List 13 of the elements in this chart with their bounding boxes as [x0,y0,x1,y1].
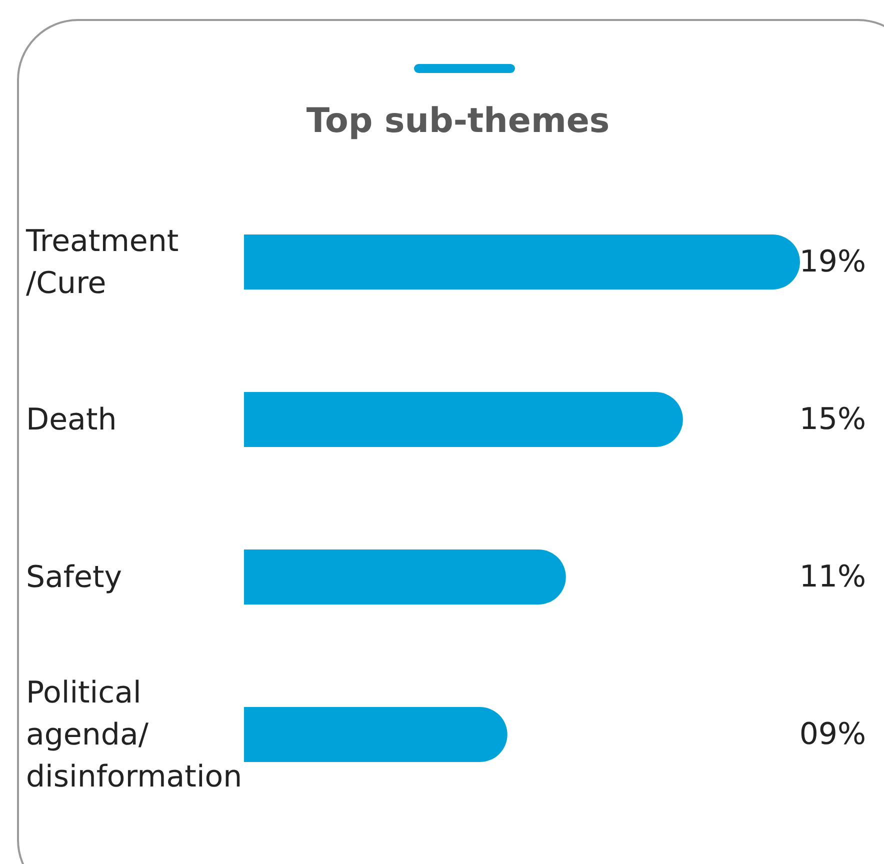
bar [244,707,508,762]
y-tick-label: Death [26,402,117,437]
data-label: 09% [799,717,866,752]
data-label: 15% [799,402,866,437]
y-tick-label: Treatment /Cure [25,224,179,300]
data-label: 11% [799,560,866,594]
y-tick-label: Safety [26,560,122,594]
data-label: 19% [799,244,866,280]
bar [244,550,566,604]
bar [244,392,683,447]
y-tick-label: Political agenda/ disinformation [26,675,242,794]
chart-title: Top sub-themes [306,101,610,141]
bar [244,234,800,290]
